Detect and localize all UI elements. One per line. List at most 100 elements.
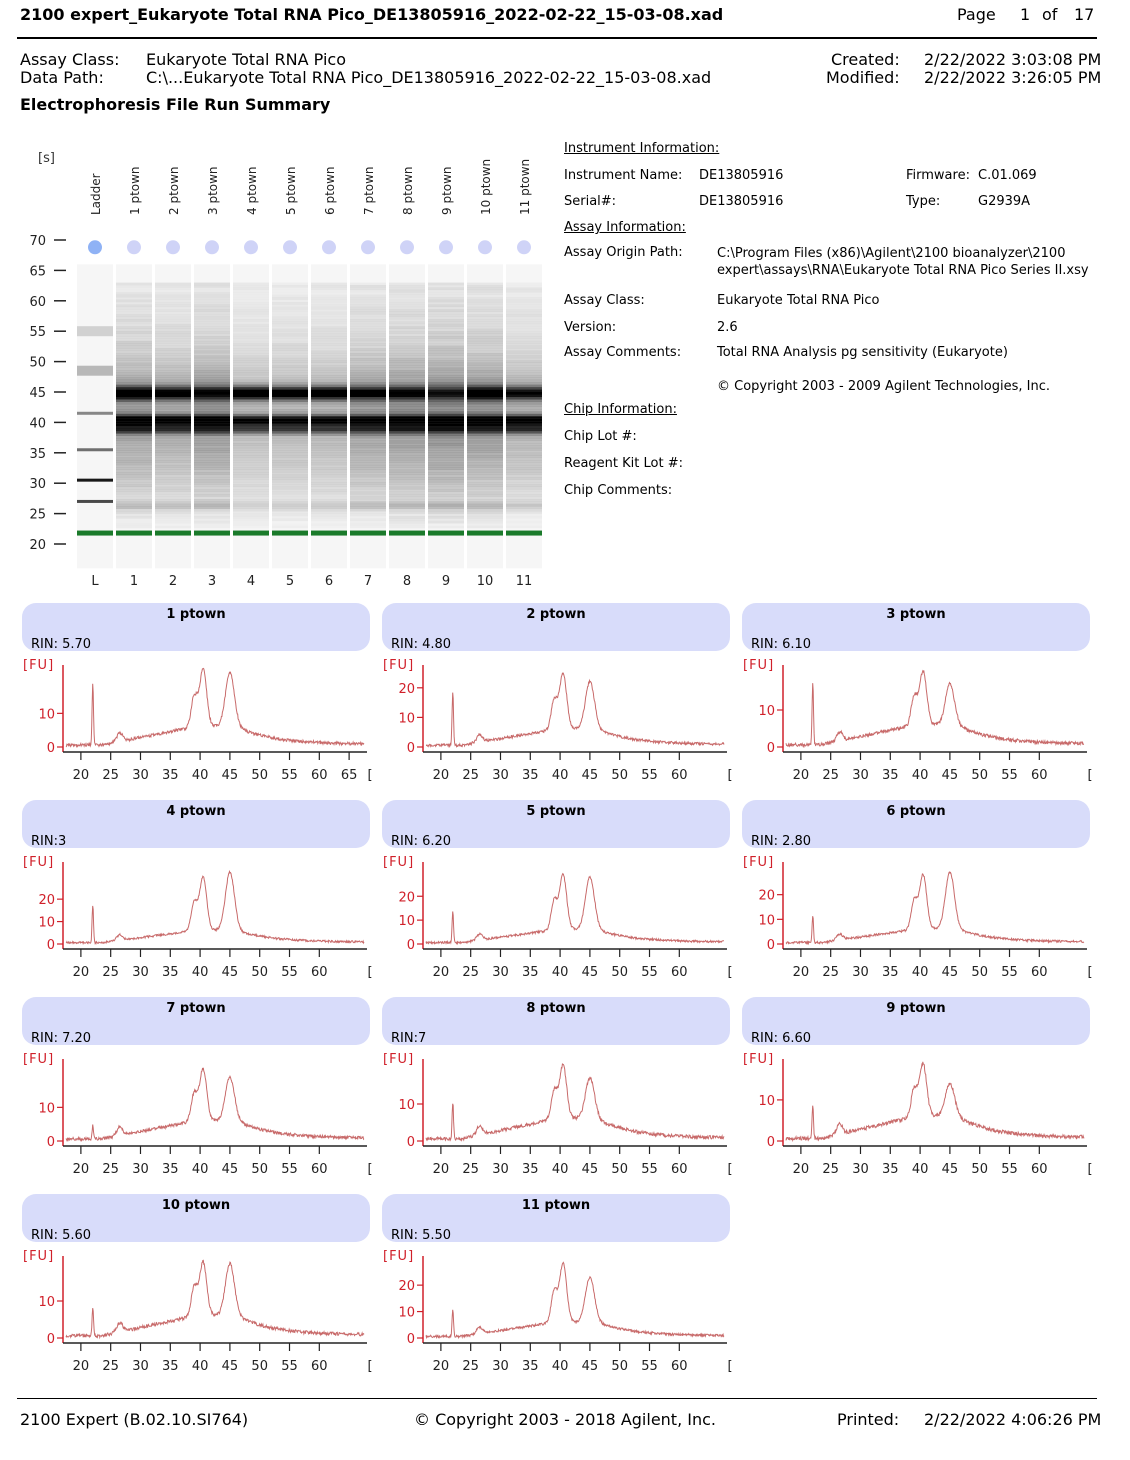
gel-band	[506, 399, 542, 402]
gel-band	[428, 445, 464, 449]
gel-ytick-label: 55	[29, 325, 46, 340]
gel-band	[155, 450, 191, 453]
gel-band	[272, 311, 308, 315]
gel-band	[116, 379, 152, 383]
chip-comments-label: Chip Comments:	[564, 483, 673, 498]
electropherogram-plot: 0 10 20 25 30 35 40 45 50 55 60 [s]	[398, 1059, 732, 1177]
gel-band	[155, 489, 191, 492]
gel-band	[233, 479, 269, 483]
gel-band	[116, 304, 152, 308]
gel-band	[155, 416, 191, 419]
x-tick-label: 65	[341, 768, 358, 783]
gel-band	[506, 511, 542, 514]
gel-band	[311, 516, 347, 519]
x-tick-label: 40	[192, 1162, 209, 1177]
gel-band	[155, 401, 191, 405]
gel-band	[311, 423, 347, 427]
gel-band	[155, 418, 191, 422]
gel-band	[350, 484, 386, 488]
upper-marker-dot	[361, 240, 375, 255]
page-label: Page	[957, 5, 996, 24]
assay-comments-value: Total RNA Analysis pg sensitivity (Eukar…	[717, 345, 1008, 360]
gel-band	[116, 426, 152, 429]
gel-band	[389, 413, 425, 417]
gel-band	[467, 304, 503, 308]
gel-band	[311, 418, 347, 422]
x-tick-label: 40	[552, 1162, 569, 1177]
x-tick-label: 40	[912, 768, 929, 783]
gel-band	[428, 416, 464, 419]
gel-band	[350, 333, 386, 337]
gel-band	[428, 426, 464, 429]
gel-band	[155, 331, 191, 334]
gel-lane-number: 9	[442, 574, 450, 589]
gel-band	[389, 481, 425, 485]
sample-title: 9 ptown	[886, 1001, 946, 1016]
gel-band	[389, 321, 425, 325]
gel-band	[155, 396, 191, 400]
x-tick-label: 35	[162, 768, 179, 783]
gel-band	[467, 394, 503, 398]
gel-band	[311, 314, 347, 317]
gel-band	[311, 428, 347, 432]
gel-band	[272, 477, 308, 480]
gel-band	[272, 469, 308, 473]
gel-band	[155, 357, 191, 361]
section-title: Electrophoresis File Run Summary	[20, 95, 331, 114]
gel-lane-name: 11 ptown	[518, 159, 532, 215]
gel-band	[506, 484, 542, 488]
gel-band	[155, 389, 191, 393]
gel-band	[233, 406, 269, 410]
x-tick-label: 20	[793, 965, 810, 980]
gel-band	[155, 360, 191, 363]
gel-band	[116, 484, 152, 488]
gel-band	[311, 469, 347, 473]
y-tick-label: 10	[38, 1295, 55, 1310]
gel-band	[155, 520, 191, 524]
gel-band	[428, 433, 464, 436]
gel-band	[116, 362, 152, 366]
gel-band	[350, 338, 386, 342]
gel-band	[428, 321, 464, 325]
gel-band	[389, 287, 425, 291]
gel-band	[272, 328, 308, 332]
gel-band	[350, 452, 386, 456]
y-axis-unit: [FU]	[743, 658, 775, 673]
gel-band	[311, 518, 347, 522]
gel-band	[272, 382, 308, 385]
gel-band	[116, 328, 152, 332]
gel-band	[116, 374, 152, 378]
gel-band	[389, 392, 425, 395]
gel-band	[350, 508, 386, 512]
gel-band	[116, 413, 152, 417]
gel-band	[428, 357, 464, 361]
upper-marker-dot	[283, 240, 297, 255]
gel-band	[311, 523, 347, 526]
x-tick-label: 30	[132, 768, 149, 783]
gel-band	[350, 462, 386, 466]
gel-band	[428, 469, 464, 473]
serial-value: DE13805916	[699, 194, 784, 209]
y-tick-label: 10	[398, 1098, 415, 1113]
x-tick-label: 30	[132, 1162, 149, 1177]
x-tick-label: 55	[641, 965, 658, 980]
gel-band	[467, 508, 503, 512]
gel-band	[194, 345, 230, 349]
gel-band	[155, 491, 191, 495]
x-tick-label: 30	[492, 1359, 509, 1374]
gel-band	[272, 348, 308, 351]
gel-band	[350, 379, 386, 383]
x-tick-label: 25	[462, 965, 479, 980]
gel-band	[272, 494, 308, 497]
gel-band	[272, 290, 308, 293]
gel-band	[428, 518, 464, 522]
gel-band	[272, 297, 308, 300]
gel-band	[233, 423, 269, 427]
gel-band	[467, 472, 503, 475]
gel-band	[116, 440, 152, 444]
gel-band	[467, 382, 503, 385]
gel-band	[467, 486, 503, 490]
gel-band	[467, 401, 503, 405]
gel-band	[116, 511, 152, 514]
gel-band	[311, 474, 347, 478]
